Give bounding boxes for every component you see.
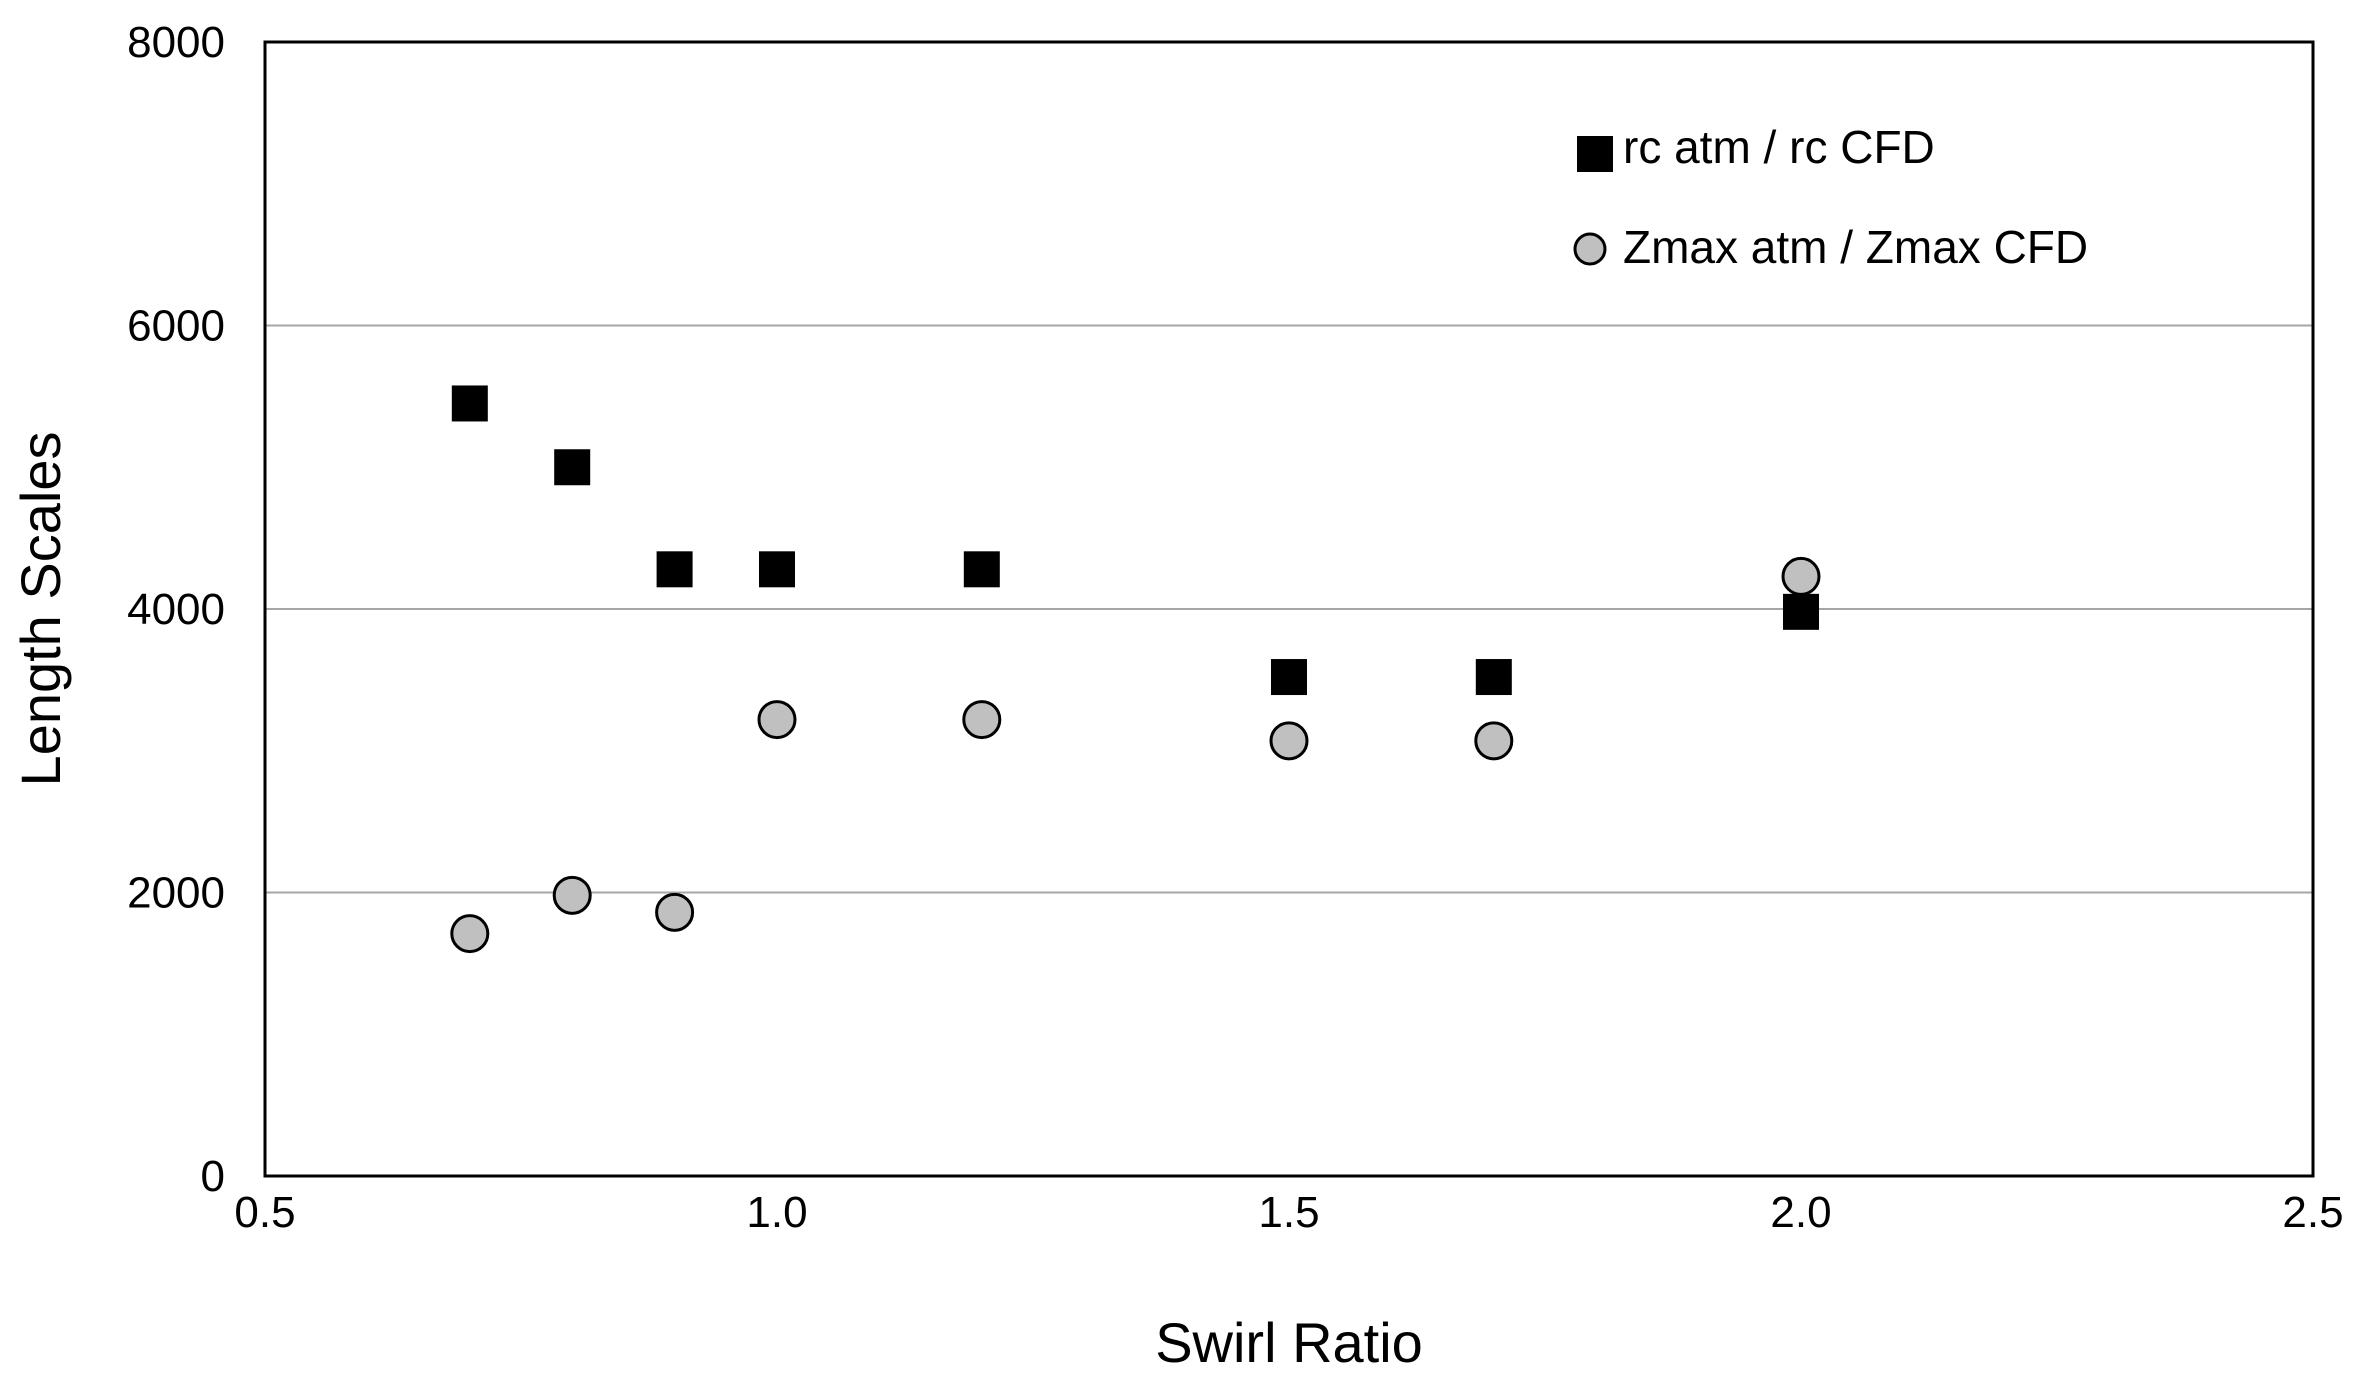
data-point-square [963, 551, 1000, 588]
x-tick-label: 2.0 [1770, 1188, 1831, 1237]
y-tick-label: 8000 [127, 18, 225, 67]
legend-label-rc: rc atm / rc CFD [1623, 121, 1935, 173]
legend-marker-circle [1573, 232, 1607, 266]
x-axis-title: Swirl Ratio [1155, 1311, 1423, 1374]
x-tick-label: 0.5 [234, 1188, 295, 1237]
plot-area [263, 40, 2315, 1178]
data-point-square [451, 385, 488, 422]
data-series [450, 385, 1821, 954]
y-axis-title: Length Scales [9, 432, 72, 787]
data-point-circle [757, 700, 797, 740]
data-point-circle [655, 892, 695, 932]
data-point-circle [552, 875, 592, 915]
series-zmax [450, 556, 1821, 954]
legend: rc atm / rc CFD Zmax atm / Zmax CFD [1573, 121, 2088, 273]
y-tick-label: 6000 [127, 302, 225, 351]
y-tick-label: 0 [201, 1152, 225, 1201]
gridlines [265, 324, 2313, 894]
x-axis-ticks: 0.5 1.0 1.5 2.0 2.5 [234, 1188, 2343, 1237]
legend-label-zmax: Zmax atm / Zmax CFD [1623, 221, 2088, 273]
data-point-square [1783, 593, 1819, 630]
data-point-circle [1474, 721, 1514, 761]
data-point-square [1271, 659, 1307, 696]
data-point-circle [962, 700, 1002, 740]
data-point-square [759, 551, 795, 588]
x-tick-label: 1.5 [1258, 1188, 1319, 1237]
series-rc [451, 385, 1819, 696]
data-point-square [554, 449, 591, 486]
y-axis-ticks: 0 2000 4000 6000 8000 [127, 18, 225, 1201]
data-point-circle [1269, 721, 1309, 761]
legend-marker-square [1577, 136, 1613, 172]
x-tick-label: 1.0 [746, 1188, 807, 1237]
y-tick-label: 2000 [127, 869, 225, 918]
data-point-square [1475, 659, 1512, 696]
data-point-circle [450, 914, 490, 954]
y-tick-label: 4000 [127, 585, 225, 634]
data-point-circle [1781, 556, 1821, 596]
x-tick-label: 2.5 [2282, 1188, 2343, 1237]
data-point-square [656, 551, 693, 588]
